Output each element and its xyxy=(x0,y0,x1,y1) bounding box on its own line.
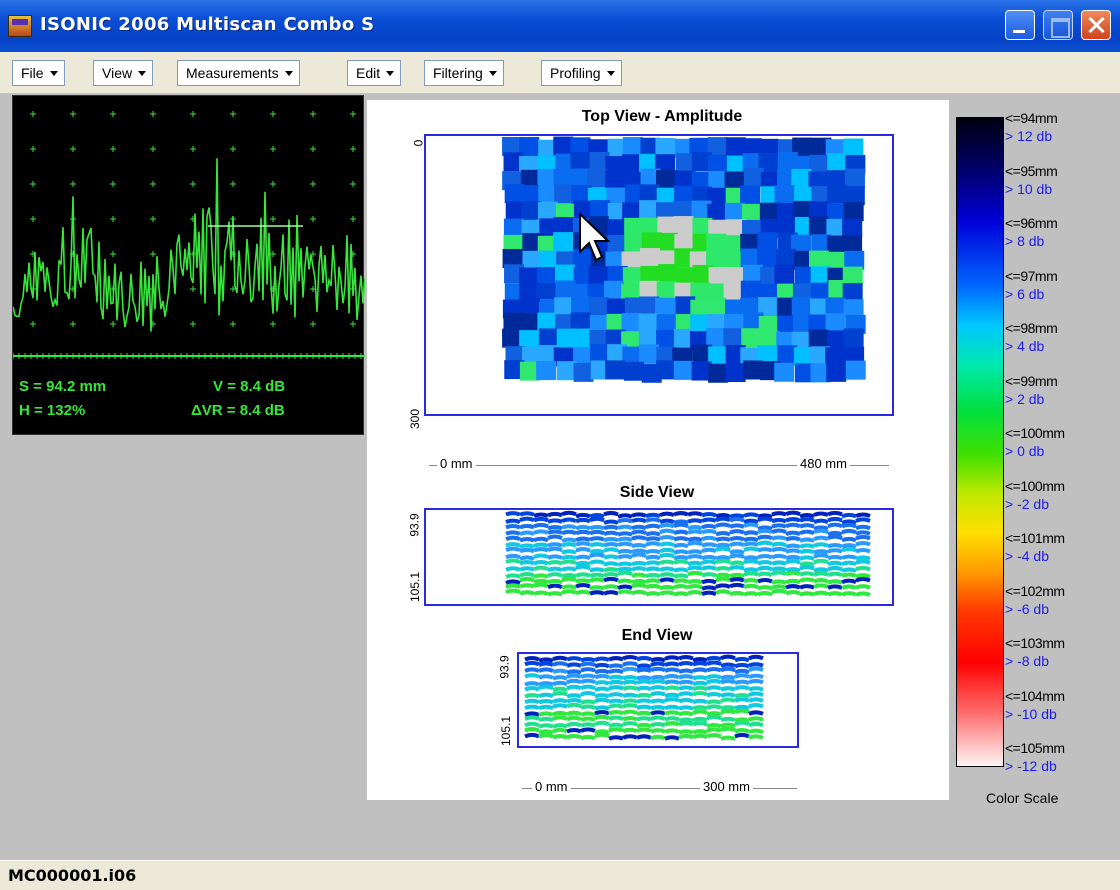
top-view-amplitude-map xyxy=(502,136,866,383)
scale-depth-label: <=96mm xyxy=(1005,215,1058,231)
side-view-axis-end: 105.1 xyxy=(408,571,423,603)
app-icon[interactable] xyxy=(8,15,32,37)
end-view-title: End View xyxy=(621,627,693,644)
menu-label: View xyxy=(102,65,133,81)
readout-v: V = 8.4 dB xyxy=(213,378,286,395)
end-view-axis-start: 93.9 xyxy=(497,655,512,679)
scale-depth-label: <=103mm xyxy=(1005,635,1065,651)
scale-amplitude-label: > 2 db xyxy=(1005,390,1045,407)
scale-amplitude-label: > -2 db xyxy=(1005,495,1049,512)
end-view-dim-start: 0 mm xyxy=(532,779,571,794)
menu-filtering[interactable]: Filtering xyxy=(424,60,504,86)
scale-depth-label: <=101mm xyxy=(1005,530,1065,546)
scale-amplitude-label: > -4 db xyxy=(1005,548,1049,564)
end-view-dim-end: 300 mm xyxy=(700,779,753,794)
color-scale-caption: Color Scale xyxy=(986,790,1059,806)
scale-amplitude-label: > 4 db xyxy=(1005,338,1045,354)
scale-depth-label: <=100mm xyxy=(1005,425,1065,441)
readout-h: H = 132% xyxy=(19,402,86,419)
scale-depth-label: <=104mm xyxy=(1005,687,1065,704)
top-view-plot[interactable] xyxy=(424,134,894,416)
chevron-down-icon xyxy=(49,71,58,76)
scale-amplitude-label: > -8 db xyxy=(1005,653,1049,669)
end-view-axis-end: 105.1 xyxy=(499,715,514,747)
menu-label: Edit xyxy=(356,65,381,81)
a-scan-trace xyxy=(13,158,365,332)
scale-depth-label: <=99mm xyxy=(1005,372,1058,389)
menu-label: Filtering xyxy=(433,65,483,81)
top-view-axis-end: 300 xyxy=(408,408,423,430)
end-view-map xyxy=(524,654,764,741)
scale-amplitude-label: > 0 db xyxy=(1005,443,1045,459)
scale-depth-label: <=98mm xyxy=(1005,320,1058,336)
scale-depth-label: <=105mm xyxy=(1005,740,1065,756)
color-scale-bar xyxy=(956,117,1004,767)
scale-depth-label: <=100mm xyxy=(1005,477,1065,494)
side-view-plot[interactable] xyxy=(424,508,894,606)
side-view-axis-start: 93.9 xyxy=(407,513,422,537)
status-filename: MC000001.i06 xyxy=(8,866,137,885)
mouse-pointer-icon xyxy=(579,212,611,262)
menu-measurements[interactable]: Measurements xyxy=(177,60,300,86)
scale-depth-label: <=102mm xyxy=(1005,582,1065,599)
scale-depth-label: <=97mm xyxy=(1005,267,1058,284)
chevron-down-icon xyxy=(284,71,293,76)
menu-view[interactable]: View xyxy=(93,60,154,86)
menu-edit[interactable]: Edit xyxy=(347,60,402,86)
a-scan-display[interactable]: S = 94.2 mm V = 8.4 dB H = 132% ΔVR = 8.… xyxy=(12,95,365,435)
readout-s: S = 94.2 mm xyxy=(19,378,107,395)
scale-amplitude-label: > 12 db xyxy=(1005,128,1053,144)
scale-amplitude-label: > -12 db xyxy=(1005,758,1057,774)
chevron-down-icon xyxy=(488,71,497,76)
scale-amplitude-label: > -10 db xyxy=(1005,705,1057,722)
scale-depth-label: <=95mm xyxy=(1005,162,1058,179)
top-view-title: Top View - Amplitude xyxy=(581,108,743,125)
title-bar: ISONIC 2006 Multiscan Combo S xyxy=(0,0,1120,52)
menu-profiling[interactable]: Profiling xyxy=(541,60,622,86)
end-view-plot[interactable] xyxy=(517,652,799,748)
scale-amplitude-label: > 10 db xyxy=(1005,180,1053,197)
chevron-down-icon xyxy=(386,71,395,76)
scale-amplitude-label: > -6 db xyxy=(1005,600,1049,617)
top-view-dim-start: 0 mm xyxy=(437,456,476,471)
menu-file[interactable]: File xyxy=(12,60,65,86)
side-view-title: Side View xyxy=(619,484,695,501)
scale-depth-label: <=94mm xyxy=(1005,110,1058,126)
chevron-down-icon xyxy=(138,71,147,76)
menu-label: File xyxy=(21,65,44,81)
status-bar: MC000001.i06 xyxy=(0,860,1120,890)
side-view-map xyxy=(505,510,871,597)
views-panel: Top View - Amplitude 0 300 0 mm 480 mm S… xyxy=(367,100,949,800)
window-title: ISONIC 2006 Multiscan Combo S xyxy=(40,14,375,35)
top-view-dim-end: 480 mm xyxy=(797,456,850,471)
close-button[interactable] xyxy=(1081,10,1111,40)
top-view-dimension-line xyxy=(429,465,889,466)
end-view-dimension-line xyxy=(522,788,797,789)
menu-bar: File View Measurements Edit Filtering Pr… xyxy=(0,52,1120,94)
menu-label: Measurements xyxy=(186,65,279,81)
scale-amplitude-label: > 8 db xyxy=(1005,233,1045,249)
scale-amplitude-label: > 6 db xyxy=(1005,285,1045,302)
minimize-button[interactable] xyxy=(1005,10,1035,40)
maximize-button[interactable] xyxy=(1043,10,1073,40)
menu-label: Profiling xyxy=(550,65,601,81)
a-scan-waveform xyxy=(13,111,365,359)
readout-dvr: ΔVR = 8.4 dB xyxy=(191,402,285,419)
chevron-down-icon xyxy=(606,71,615,76)
